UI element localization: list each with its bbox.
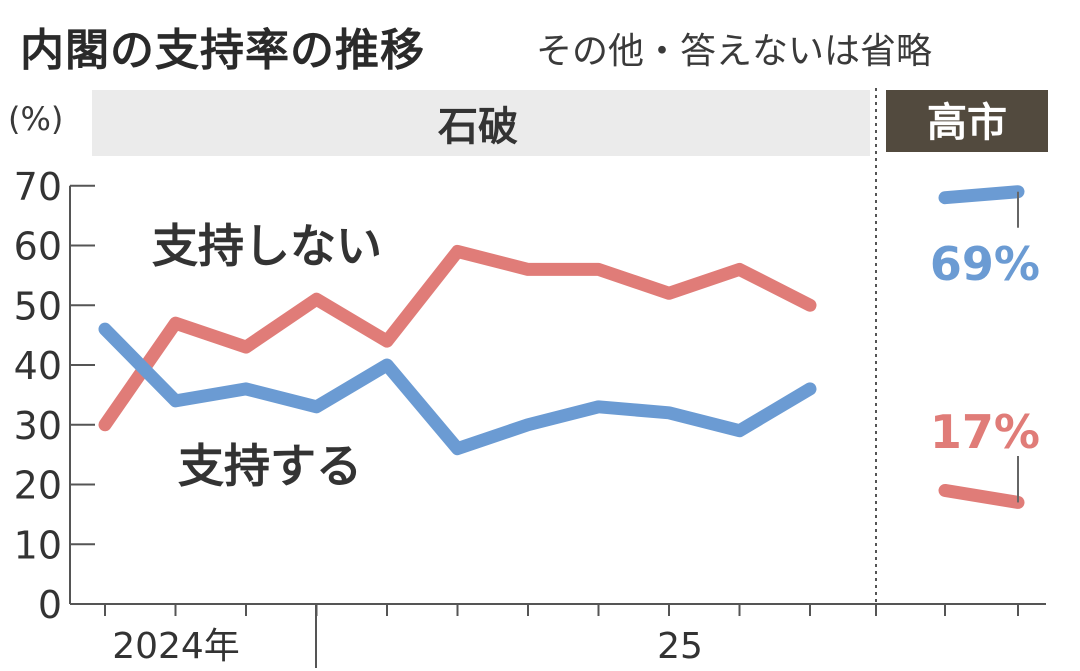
data-label-approve-takaichi: 69% <box>930 237 1040 291</box>
y-axis-unit: (%) <box>8 100 64 138</box>
series-label-disapprove: 支持しない <box>152 219 382 273</box>
y-tick-label: 40 <box>14 344 62 388</box>
y-tick-label: 60 <box>14 225 62 269</box>
series-label-approve: 支持する <box>178 439 362 493</box>
x-label-2024: 2024年 <box>112 626 240 667</box>
y-tick-label: 70 <box>14 165 62 209</box>
period-label-takaichi: 高市 <box>927 100 1007 146</box>
y-tick-label: 20 <box>14 464 62 508</box>
x-label-25: 25 <box>657 626 703 667</box>
period-label-ishiba: 石破 <box>438 104 518 150</box>
period-band-ishiba <box>92 90 870 156</box>
series-line-disapprove-takaichi <box>938 483 1025 509</box>
chart-title: 内閣の支持率の推移 <box>20 25 425 76</box>
period-band-takaichi <box>886 90 1048 152</box>
data-label-disapprove-takaichi: 17% <box>930 405 1040 459</box>
series-line-approve-takaichi <box>938 185 1025 205</box>
y-tick-label: 0 <box>38 583 62 627</box>
y-tick-label: 50 <box>14 284 62 328</box>
y-tick-label: 30 <box>14 404 62 448</box>
series-line-approve-ishiba <box>98 322 817 456</box>
chart-subtitle: その他・答えないは省略 <box>536 31 933 72</box>
y-tick-label: 10 <box>14 523 62 567</box>
series-line-disapprove-ishiba <box>98 244 817 432</box>
